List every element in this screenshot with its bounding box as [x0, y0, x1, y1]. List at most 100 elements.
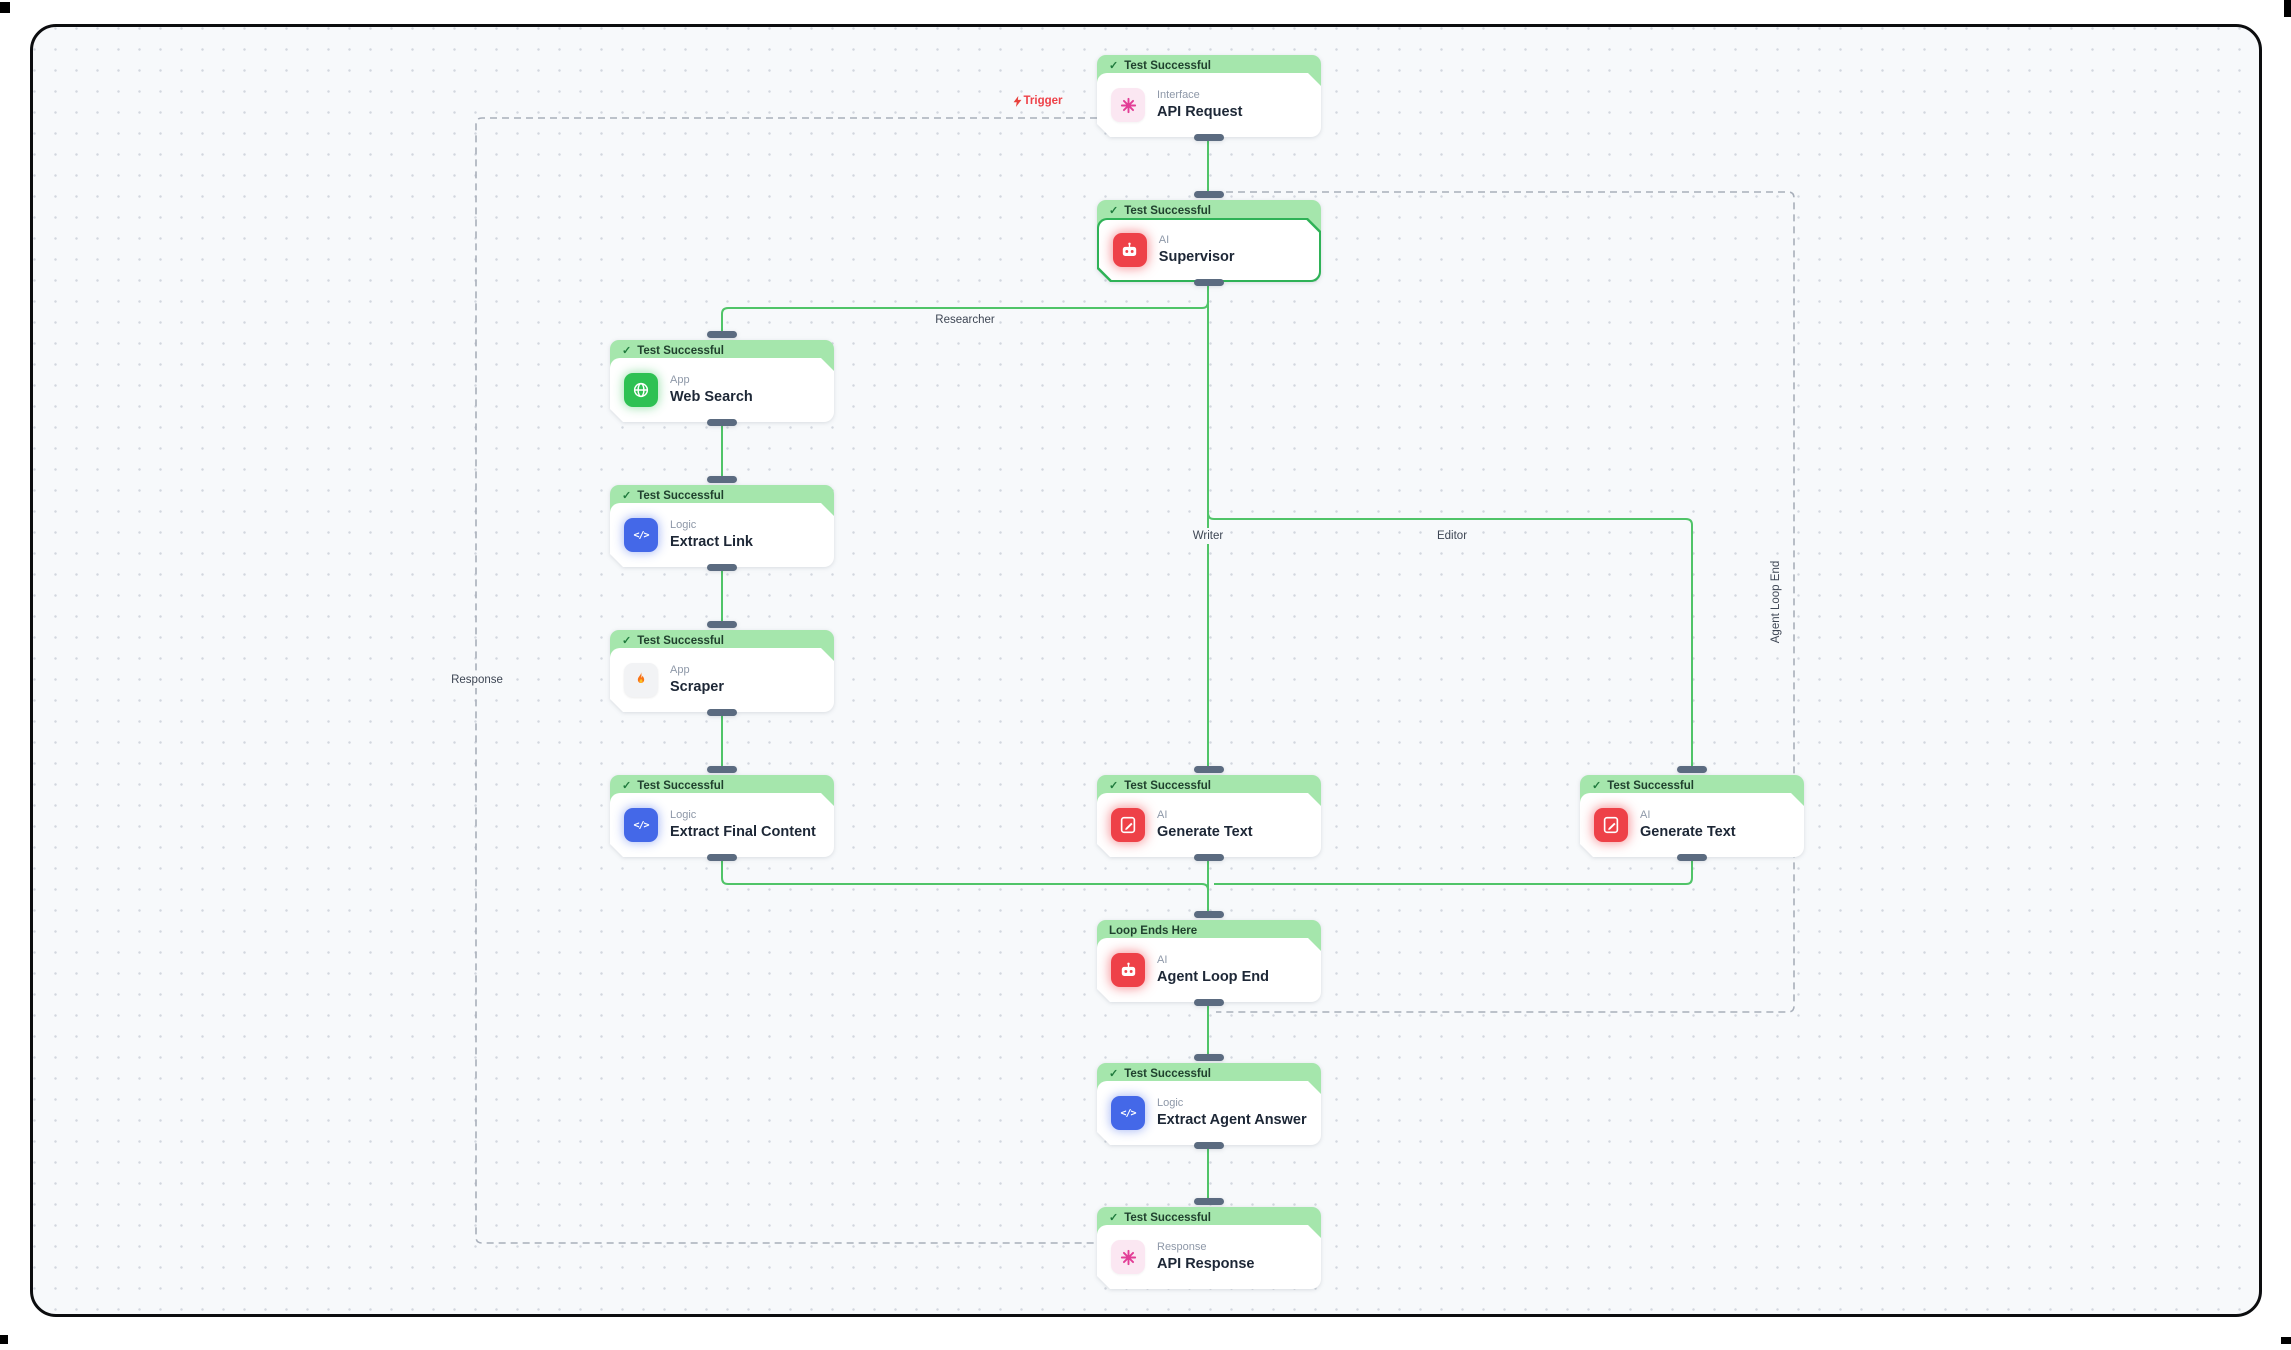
- node-text: Interface API Request: [1157, 89, 1242, 121]
- agent-loop-end-node[interactable]: Loop Ends Here AI Agent Loop End: [1097, 911, 1321, 1020]
- connection-handle-top[interactable]: [1194, 766, 1224, 773]
- edge-label-writer: Writer: [1187, 528, 1229, 544]
- node-text: App Scraper: [670, 664, 724, 696]
- edge-label-text: Trigger: [1023, 95, 1063, 107]
- node-card: Response API Response: [1097, 1225, 1321, 1289]
- connection-handle-top[interactable]: [1194, 191, 1224, 198]
- connection-handle-top[interactable]: [1194, 911, 1224, 918]
- node-title: Generate Text: [1640, 824, 1736, 840]
- node-card: App Scraper: [610, 648, 834, 712]
- status-badge-text: Test Successful: [637, 634, 724, 647]
- globe-icon: [624, 373, 658, 407]
- node-title: Agent Loop End: [1157, 969, 1269, 985]
- connection-handle-bottom[interactable]: [1194, 1142, 1224, 1149]
- code-icon: </>: [624, 808, 658, 842]
- node-text: AI Supervisor: [1159, 234, 1235, 266]
- connection-handle-top[interactable]: [707, 331, 737, 338]
- connection-handle-top[interactable]: [707, 621, 737, 628]
- node-title: Extract Link: [670, 534, 753, 550]
- connection-handle-bottom[interactable]: [707, 854, 737, 861]
- node-card-outline: </> Logic Extract Agent Answer: [1097, 1081, 1321, 1145]
- extract-link-node[interactable]: ✓ Test Successful </> Logic Extract Link: [610, 476, 834, 585]
- node-title: Supervisor: [1158, 249, 1235, 265]
- node-text: Logic Extract Link: [670, 519, 753, 551]
- connection-handle-top[interactable]: [707, 476, 737, 483]
- node-kind-label: AI: [1157, 809, 1168, 821]
- status-badge-text: Test Successful: [1124, 59, 1211, 72]
- api-request-node[interactable]: ✓ Test Successful Interface API Request: [1097, 55, 1321, 155]
- node-card: AI Supervisor: [1099, 220, 1319, 280]
- web-search-node[interactable]: ✓ Test Successful App Web Search: [610, 331, 834, 440]
- generate-text-writer-node[interactable]: ✓ Test Successful AI Generate Text: [1097, 766, 1321, 875]
- edge-label-response: Response: [446, 672, 508, 688]
- status-badge-text: Test Successful: [1124, 204, 1211, 217]
- node-kind-label: Response: [1157, 1241, 1207, 1253]
- check-icon: ✓: [1592, 779, 1602, 792]
- node-kind-label: App: [670, 374, 690, 386]
- status-badge-text: Test Successful: [637, 779, 724, 792]
- flame-icon: [624, 663, 658, 697]
- connection-handle-top[interactable]: [1677, 766, 1707, 773]
- extract-agent-answer-node[interactable]: ✓ Test Successful </> Logic Extract Agent An…: [1097, 1054, 1321, 1163]
- connection-handle-bottom[interactable]: [1194, 999, 1224, 1006]
- check-icon: ✓: [1109, 204, 1119, 217]
- node-card-outline: </> Logic Extract Final Content: [610, 793, 834, 857]
- sparkle-icon: [1111, 1240, 1145, 1274]
- connection-handle-bottom[interactable]: [707, 709, 737, 716]
- scraper-node[interactable]: ✓ Test Successful App Scraper: [610, 621, 834, 730]
- robot-icon: [1113, 233, 1147, 267]
- check-icon: ✓: [1109, 779, 1119, 792]
- api-response-node[interactable]: ✓ Test Successful Response API Response: [1097, 1198, 1321, 1307]
- edge-label-researcher: Researcher: [930, 312, 1000, 328]
- status-badge-text: Test Successful: [637, 489, 724, 502]
- node-kind-label: AI: [1158, 234, 1170, 246]
- connection-handle-bottom[interactable]: [1194, 279, 1224, 286]
- node-title: Extract Agent Answer: [1157, 1112, 1307, 1128]
- extract-final-content-node[interactable]: ✓ Test Successful </> Logic Extract Final Co…: [610, 766, 834, 875]
- connection-handle-bottom[interactable]: [1194, 854, 1224, 861]
- edge-generate-text-editor-to-agent-loop-end: [1214, 858, 1693, 885]
- connection-handle-bottom[interactable]: [707, 564, 737, 571]
- node-card-outline: AI Generate Text: [1097, 793, 1321, 857]
- status-badge-text: Test Successful: [637, 344, 724, 357]
- connection-handle-top[interactable]: [1194, 1198, 1224, 1205]
- connection-handle-bottom[interactable]: [707, 419, 737, 426]
- edge-supervisor-to-generate-text-editor: [1207, 512, 1693, 770]
- node-kind-label: AI: [1157, 954, 1168, 966]
- node-title: Scraper: [670, 679, 725, 695]
- node-text: App Web Search: [670, 374, 753, 406]
- robot-icon: [1111, 953, 1145, 987]
- status-badge-text: Loop Ends Here: [1109, 924, 1198, 937]
- generate-text-editor-node[interactable]: ✓ Test Successful AI Generate Text: [1580, 766, 1804, 875]
- connection-handle-top[interactable]: [707, 766, 737, 773]
- node-card-outline: AI Supervisor: [1097, 218, 1321, 282]
- node-card: App Web Search: [610, 358, 834, 422]
- bolt-icon: [1013, 95, 1022, 107]
- check-icon: ✓: [1109, 59, 1119, 72]
- corner-artifact: [0, 1335, 8, 1344]
- node-kind-label: Interface: [1157, 89, 1200, 101]
- node-card: </> Logic Extract Link: [610, 503, 834, 567]
- node-text: AI Generate Text: [1640, 809, 1736, 841]
- connection-handle-top[interactable]: [1194, 1054, 1224, 1061]
- node-card-outline: Response API Response: [1097, 1225, 1321, 1289]
- corner-artifact: [0, 2, 10, 13]
- node-text: AI Agent Loop End: [1157, 954, 1269, 986]
- status-badge-text: Test Successful: [1124, 1211, 1211, 1224]
- node-card: </> Logic Extract Final Content: [610, 793, 834, 857]
- edge-agent-loop: [1214, 191, 1795, 1013]
- node-title: Generate Text: [1157, 824, 1253, 840]
- node-card-outline: </> Logic Extract Link: [610, 503, 834, 567]
- node-text: Logic Extract Final Content: [670, 809, 816, 841]
- status-badge-text: Test Successful: [1607, 779, 1694, 792]
- node-text: AI Generate Text: [1157, 809, 1253, 841]
- connection-handle-bottom[interactable]: [1677, 854, 1707, 861]
- supervisor-node[interactable]: ✓ Test Successful AI Supervisor: [1097, 191, 1321, 300]
- node-card-outline: AI Generate Text: [1580, 793, 1804, 857]
- sparkle-icon: [1111, 88, 1145, 122]
- connection-handle-bottom[interactable]: [1194, 134, 1224, 141]
- node-kind-label: Logic: [670, 519, 697, 531]
- code-icon: </>: [1111, 1096, 1145, 1130]
